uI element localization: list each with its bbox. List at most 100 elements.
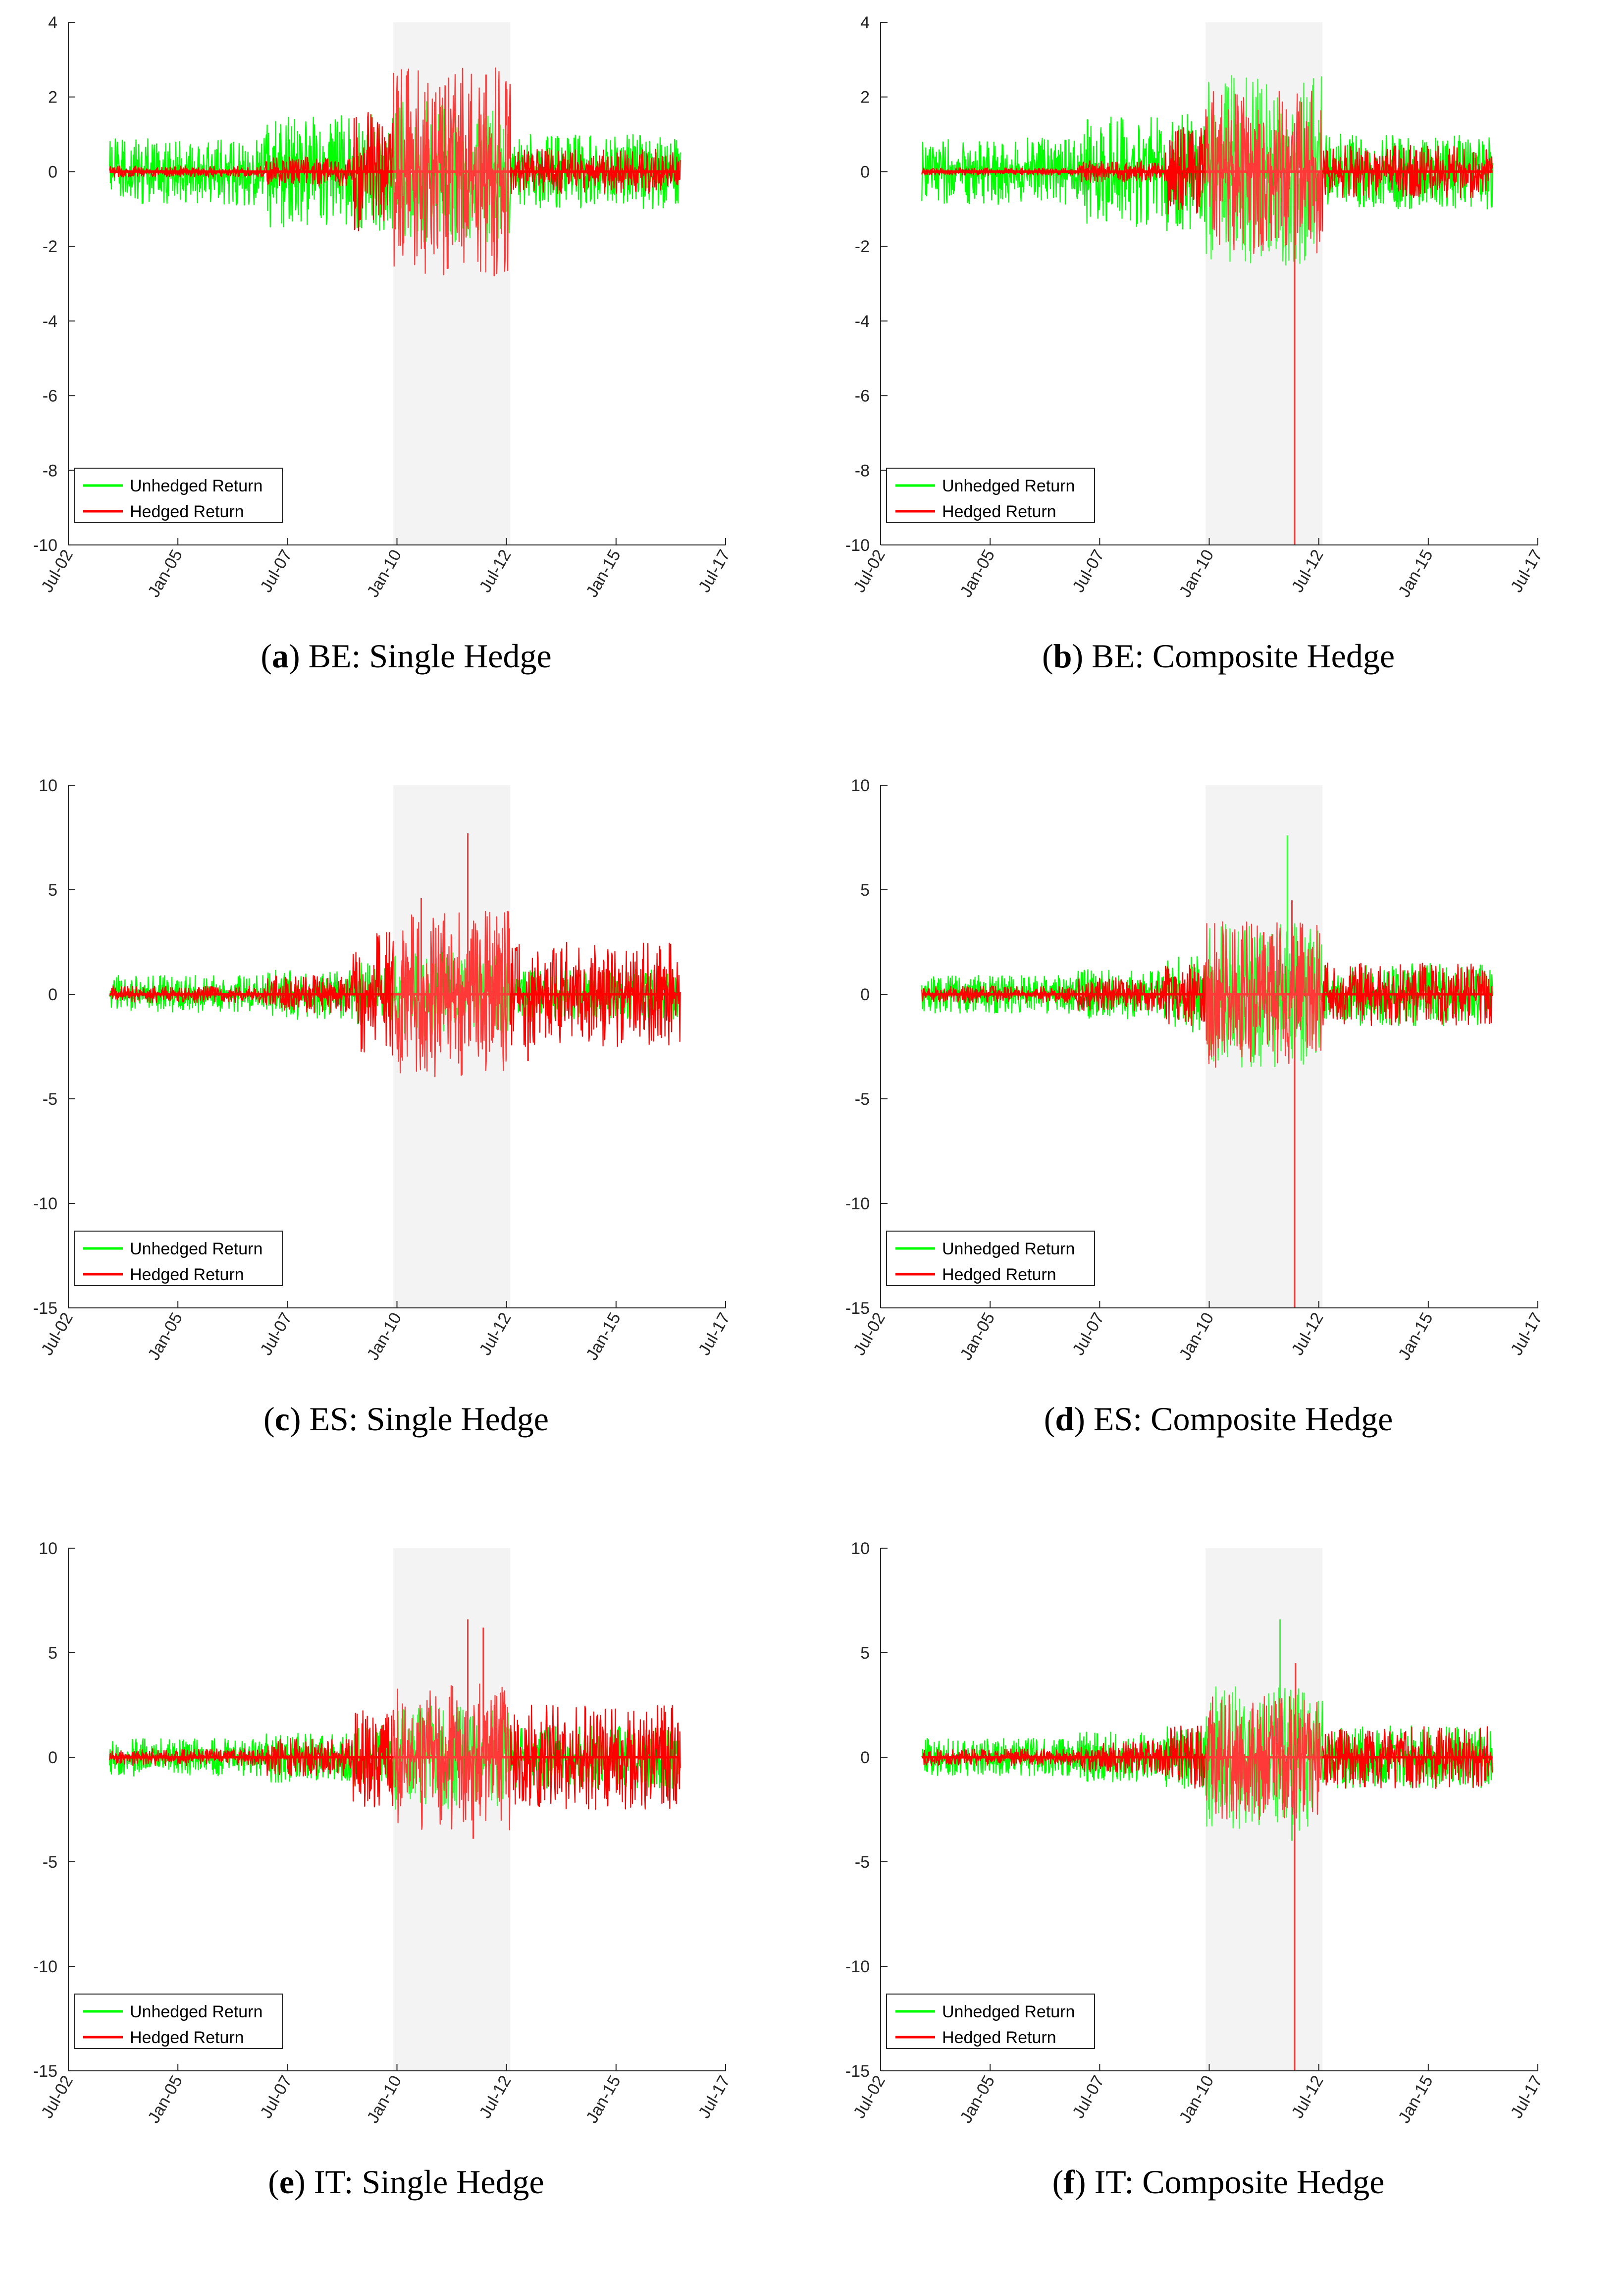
caption-d: (d) ES: Composite Hedge <box>1044 1400 1393 1438</box>
x-tick-label: Jan-10 <box>364 2072 406 2126</box>
x-tick-label: Jan-15 <box>582 1309 625 1363</box>
legend-label-unhedged: Unhedged Return <box>942 477 1075 495</box>
legend: Unhedged Return Hedged Return <box>886 1231 1095 1286</box>
chart-panel-d: 10 5 0 -5 -10 -15 Jul-02 Jan-05 Jul-07 Jan-10 Jul-… <box>812 763 1624 1506</box>
caption-text: ES: Composite Hedge <box>1093 1400 1393 1438</box>
legend-label-unhedged: Unhedged Return <box>130 477 262 495</box>
caption-letter: f <box>1063 2163 1075 2201</box>
x-tick-label: Jan-10 <box>1176 1309 1218 1363</box>
x-tick-label: Jul-17 <box>1507 546 1546 595</box>
x-tick-label: Jan-05 <box>956 546 998 600</box>
y-tick-label: 10 <box>851 776 870 795</box>
x-tick-label: Jan-15 <box>582 2072 625 2126</box>
x-tick-label: Jul-12 <box>1288 1309 1327 1358</box>
x-tick-label: Jul-07 <box>257 1309 296 1358</box>
x-tick-label: Jan-15 <box>582 546 625 600</box>
y-tick-label: -10 <box>33 1957 57 1976</box>
legend-label-unhedged: Unhedged Return <box>942 1240 1075 1258</box>
x-tick-label: Jul-17 <box>695 1309 734 1358</box>
y-tick-label: -8 <box>855 461 870 480</box>
y-tick-label: -10 <box>33 1194 57 1213</box>
x-tick-label: Jan-05 <box>144 1309 186 1363</box>
y-tick-label: -5 <box>43 1853 57 1872</box>
y-tick-label: -6 <box>43 387 57 406</box>
x-tick-label: Jul-12 <box>1288 546 1327 595</box>
y-tick-label: -10 <box>845 1957 870 1976</box>
x-tick-label: Jul-12 <box>475 2072 515 2121</box>
x-tick-label: Jul-07 <box>1069 546 1108 595</box>
caption-text: IT: Composite Hedge <box>1094 2163 1385 2201</box>
legend-label-unhedged: Unhedged Return <box>942 2002 1075 2021</box>
x-tick-label: Jul-12 <box>1288 2072 1327 2121</box>
y-tick-label: -5 <box>43 1090 57 1109</box>
x-tick-label: Jul-07 <box>257 2072 296 2121</box>
chart-panel-f: 10 5 0 -5 -10 -15 Jul-02 Jan-05 Jul-07 Jan-10 Jul-… <box>812 1526 1624 2269</box>
x-tick-label: Jan-05 <box>956 1309 998 1363</box>
x-tick-label: Jul-17 <box>1507 1309 1546 1358</box>
y-tick-label: -15 <box>845 2062 870 2081</box>
legend-box <box>886 468 1095 523</box>
y-tick-label: 0 <box>860 162 870 181</box>
y-tick-label: 10 <box>851 1539 870 1558</box>
legend: Unhedged Return Hedged Return <box>886 468 1095 523</box>
y-tick-label: -15 <box>33 2062 57 2081</box>
legend-box <box>886 1994 1095 2049</box>
y-tick-label: 0 <box>860 985 870 1004</box>
y-tick-label: 10 <box>39 1539 57 1558</box>
x-tick-label: Jul-12 <box>475 1309 515 1358</box>
legend-box <box>74 1231 283 1286</box>
y-tick-label: -6 <box>855 387 870 406</box>
shaded-period-overlay <box>1205 785 1323 1308</box>
x-tick-label: Jan-05 <box>144 546 186 600</box>
caption-letter: e <box>279 2163 295 2201</box>
x-tick-label: Jan-10 <box>1176 546 1218 600</box>
series-unhedged-line <box>109 952 681 1037</box>
y-tick-label: -10 <box>845 536 870 555</box>
caption-e: (e) IT: Single Hedge <box>268 2163 544 2201</box>
chart-panel-a: 4 2 0 -2 -4 -6 -8 -10 Jul-02 Jan-05 Jul-07 Jan-10 Ju… <box>0 0 812 743</box>
legend-box <box>74 468 283 523</box>
legend-label-unhedged: Unhedged Return <box>130 2002 262 2021</box>
shaded-period-overlay <box>1205 1548 1323 2071</box>
x-tick-label: Jan-15 <box>1395 1309 1437 1363</box>
y-tick-label: 5 <box>48 881 57 900</box>
y-tick-label: -8 <box>43 461 57 480</box>
legend-label-hedged: Hedged Return <box>130 2028 244 2047</box>
y-tick-label: 2 <box>860 88 870 107</box>
y-tick-label: 4 <box>48 13 57 32</box>
x-tick-label: Jan-15 <box>1395 2072 1437 2126</box>
x-tick-label: Jul-07 <box>1069 1309 1108 1358</box>
caption-c: (c) ES: Single Hedge <box>263 1400 549 1438</box>
caption-f: (f) IT: Composite Hedge <box>1052 2163 1385 2201</box>
x-tick-label: Jan-05 <box>144 2072 186 2126</box>
legend: Unhedged Return Hedged Return <box>74 468 283 523</box>
x-tick-label: Jan-10 <box>1176 2072 1218 2126</box>
caption-letter: b <box>1053 637 1072 675</box>
legend-label-unhedged: Unhedged Return <box>130 1240 262 1258</box>
shaded-period-overlay <box>393 785 511 1308</box>
x-tick-label: Jul-07 <box>257 546 296 595</box>
y-tick-label: 4 <box>860 13 870 32</box>
series-hedged-line <box>921 1694 1493 1821</box>
y-tick-label: 2 <box>48 88 57 107</box>
y-tick-label: -2 <box>855 237 870 256</box>
chart-panel-e: 10 5 0 -5 -10 -15 Jul-02 Jan-05 Jul-07 Jan-10 Jul-… <box>0 1526 812 2269</box>
caption-letter: c <box>274 1400 290 1438</box>
caption-b: (b) BE: Composite Hedge <box>1042 637 1395 675</box>
x-tick-label: Jul-17 <box>1507 2072 1546 2121</box>
x-tick-label: Jan-10 <box>364 1309 406 1363</box>
shaded-period-overlay <box>393 22 511 545</box>
x-tick-label: Jan-05 <box>956 2072 998 2126</box>
y-tick-label: 0 <box>860 1748 870 1767</box>
y-tick-label: 5 <box>860 1644 870 1663</box>
caption-a: (a) BE: Single Hedge <box>261 637 552 675</box>
y-tick-label: -5 <box>855 1853 870 1872</box>
shaded-period-overlay <box>393 1548 511 2071</box>
y-tick-label: -15 <box>845 1299 870 1318</box>
legend-label-hedged: Hedged Return <box>942 502 1056 521</box>
